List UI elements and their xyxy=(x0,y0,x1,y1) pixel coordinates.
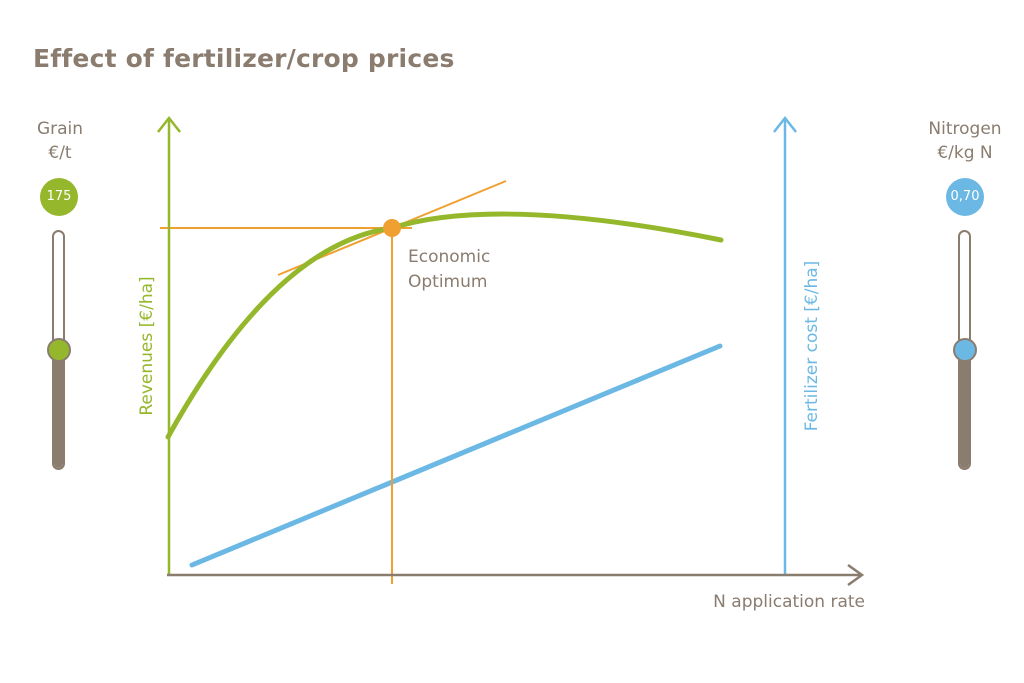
grain-label: Grain €/t xyxy=(20,117,100,165)
nitrogen-value-badge: 0,70 xyxy=(946,178,984,216)
grain-value-badge: 175 xyxy=(40,178,78,216)
page-title: Effect of fertilizer/crop prices xyxy=(33,44,455,73)
grain-label-name: Grain xyxy=(36,119,84,139)
economic-optimum-point xyxy=(383,219,401,237)
optimum-label-line1: Economic xyxy=(408,247,490,267)
nitrogen-label-unit: €/kg N xyxy=(937,143,993,163)
cost-axis-label: Fertilizer cost [€/ha] xyxy=(802,261,822,432)
revenue-axis-label: Revenues [€/ha] xyxy=(137,276,157,415)
n-rate-axis-arrow-icon xyxy=(847,563,865,587)
grain-label-unit: €/t xyxy=(48,143,72,163)
nitrogen-price-slider-handle[interactable] xyxy=(953,338,977,362)
nitrogen-label: Nitrogen €/kg N xyxy=(915,117,1015,165)
cost-axis-arrow-icon xyxy=(773,115,797,133)
nitrogen-slider-fill xyxy=(960,350,969,468)
grain-price-slider-handle[interactable] xyxy=(47,338,71,362)
fertilizer-cost-line xyxy=(189,343,723,568)
revenue-axis-arrow-icon xyxy=(157,115,181,133)
nitrogen-label-name: Nitrogen xyxy=(928,119,1002,139)
grain-slider-fill xyxy=(54,350,63,468)
optimum-label-line2: Optimum xyxy=(408,272,487,292)
x-axis-label: N application rate xyxy=(713,592,865,612)
